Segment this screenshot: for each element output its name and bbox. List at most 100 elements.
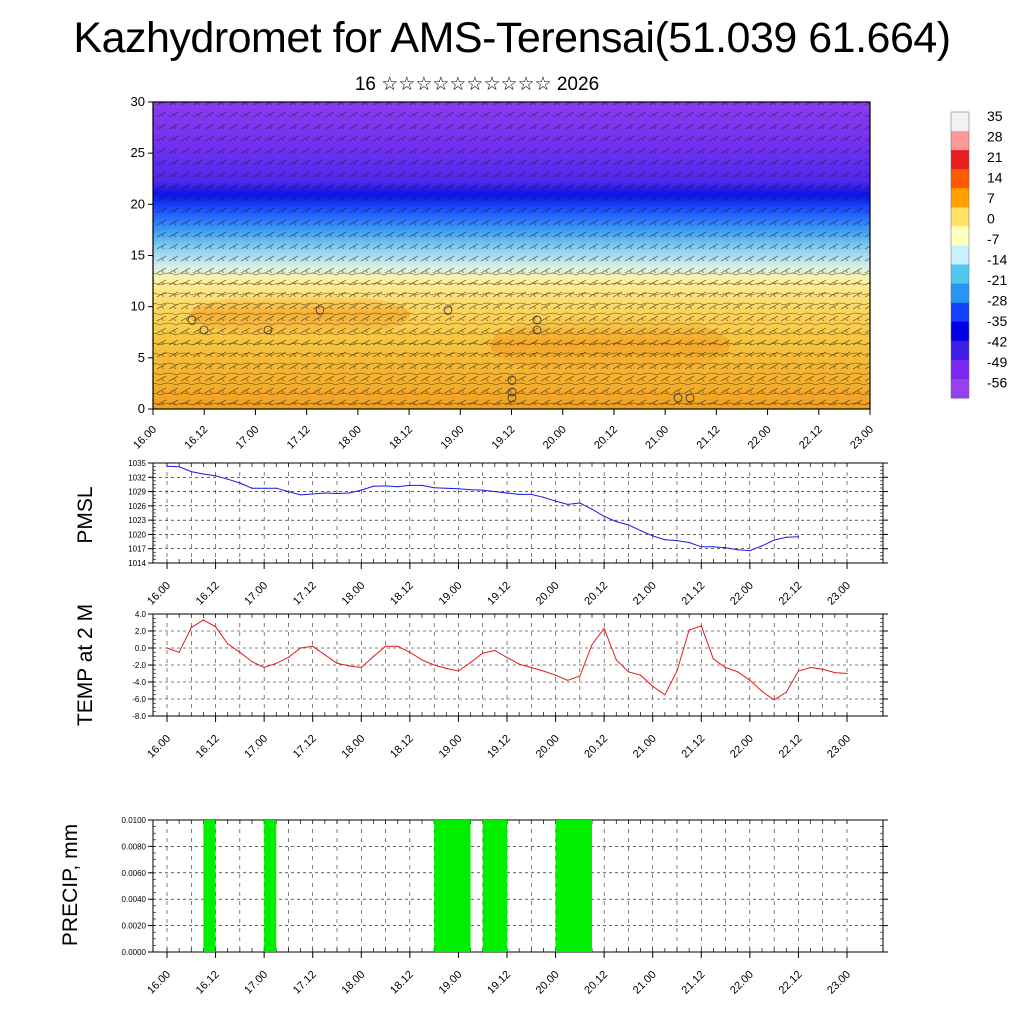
- precip-xtick-label: 22.12: [777, 969, 805, 997]
- pmsl-ytick-label: 1014: [128, 559, 146, 568]
- precip-xtick-label: 22.00: [728, 969, 756, 997]
- pmsl-point: [336, 492, 338, 495]
- precip-ytick-label: 0.0040: [122, 895, 147, 904]
- temp-point: [737, 671, 739, 673]
- pmsl-point: [797, 536, 800, 538]
- temp-xtick-label: 16.00: [145, 733, 173, 761]
- calm-wind-marker: [673, 393, 683, 403]
- pmsl-xtick-label: 17.12: [291, 580, 319, 608]
- colorbar-segment: [951, 226, 969, 246]
- colorbar-segment: [951, 245, 969, 266]
- temp-point: [639, 674, 642, 676]
- temp-xtick-label: 17.00: [242, 733, 270, 761]
- pmsl-point: [712, 546, 715, 548]
- pmsl-point: [348, 492, 350, 494]
- pmsl-point: [324, 492, 326, 494]
- temp-point: [834, 672, 836, 674]
- xsec-xtick-label: 17.12: [285, 424, 313, 452]
- pmsl-ytick-label: 1023: [128, 516, 146, 525]
- pmsl-point: [530, 493, 532, 496]
- temp-ytick-label: -8.0: [132, 712, 146, 721]
- colorbar-label: -56: [987, 375, 1007, 391]
- precip-ytick-label: 0.0020: [122, 922, 147, 931]
- xsec-xtick-label: 16.00: [131, 424, 159, 452]
- pmsl-point: [700, 546, 702, 548]
- colorbar-segment: [951, 283, 969, 304]
- temp-xtick-label: 22.12: [777, 733, 805, 761]
- precip-xtick-label: 18.12: [388, 969, 416, 997]
- temp-point: [700, 625, 702, 627]
- colorbar-segment: [951, 150, 969, 170]
- pmsl-point: [554, 500, 557, 502]
- pmsl-point: [275, 487, 277, 489]
- colorbar-label: -28: [987, 293, 1007, 309]
- xsec-xtick-label: 22.12: [797, 424, 825, 452]
- temp-xtick-label: 19.12: [485, 733, 513, 761]
- calm-wind-marker: [507, 387, 517, 397]
- xsec-ytick-label: 20: [131, 196, 145, 211]
- pmsl-point: [227, 478, 229, 480]
- precip-xtick-label: 17.00: [242, 969, 270, 997]
- pmsl-point: [178, 466, 180, 468]
- temp-ytick-label: -6.0: [132, 695, 146, 704]
- temp-ytick-label: 2.0: [135, 627, 147, 636]
- temp-point: [773, 699, 775, 701]
- colorbar-segment: [951, 302, 969, 323]
- calm-wind-marker: [532, 315, 542, 325]
- xsec-xtick-label: 20.00: [541, 424, 569, 452]
- pmsl-point: [469, 489, 472, 491]
- temp-point: [688, 629, 690, 631]
- temp-ytick-label: 4.0: [135, 610, 147, 619]
- xsec-xtick-label: 19.12: [490, 424, 518, 452]
- xsec-xtick-label: 20.12: [592, 424, 620, 452]
- pmsl-point: [785, 536, 787, 538]
- pmsl-point: [239, 482, 241, 484]
- precip-bar: [203, 820, 216, 952]
- temp-point: [785, 691, 787, 693]
- calm-wind-marker: [443, 305, 453, 315]
- calm-wind-marker: [532, 325, 542, 335]
- colorbar-segment: [951, 359, 969, 380]
- precip-xtick-label: 17.12: [291, 969, 319, 997]
- temp-point: [846, 672, 848, 675]
- precip-xtick-label: 18.00: [339, 969, 367, 997]
- temp-xtick-label: 20.00: [534, 733, 562, 761]
- pmsl-point: [312, 493, 314, 495]
- xsec-xtick-label: 18.00: [336, 424, 364, 452]
- pmsl-point: [263, 487, 265, 489]
- colorbar-label: -21: [987, 272, 1007, 288]
- calm-wind-marker: [187, 315, 197, 325]
- colorbar-segment: [951, 169, 969, 189]
- temp-point: [591, 644, 593, 646]
- pmsl-frame: [152, 462, 884, 564]
- temp-point: [542, 670, 545, 672]
- temp-point: [469, 661, 472, 664]
- pmsl-ylabel: PMSL: [74, 486, 97, 543]
- temp-point: [664, 694, 666, 696]
- temp-point: [797, 670, 800, 672]
- pmsl-point: [190, 470, 192, 473]
- pmsl-point: [688, 541, 690, 544]
- xsec-xtick-label: 22.00: [746, 424, 774, 452]
- temp-point: [214, 626, 217, 628]
- temp-xtick-label: 18.00: [339, 733, 367, 761]
- pmsl-point: [652, 535, 654, 537]
- pmsl-point: [251, 487, 253, 489]
- pmsl-point: [214, 475, 217, 477]
- pmsl-xtick-label: 16.00: [145, 580, 173, 608]
- colorbar-label: -49: [987, 354, 1007, 370]
- chart-title: Kazhydromet for AMS-Terensai(51.039 61.6…: [73, 14, 951, 62]
- precip-xtick-label: 16.12: [194, 969, 222, 997]
- pmsl-ytick-label: 1035: [128, 459, 146, 468]
- precip-ylabel: PRECIP, mm: [59, 824, 82, 946]
- pmsl-point: [724, 547, 727, 549]
- calm-wind-marker: [315, 305, 325, 315]
- colorbar-label: -42: [987, 334, 1007, 350]
- precip-ytick-label: 0.0060: [122, 869, 147, 878]
- temp-point: [761, 690, 763, 692]
- colorbar-label: -7: [987, 231, 1000, 247]
- pmsl-ytick-label: 1017: [128, 545, 146, 554]
- xsec-ytick-label: 30: [131, 94, 145, 109]
- temp-point: [822, 668, 824, 670]
- colorbar-label: 28: [987, 129, 1003, 145]
